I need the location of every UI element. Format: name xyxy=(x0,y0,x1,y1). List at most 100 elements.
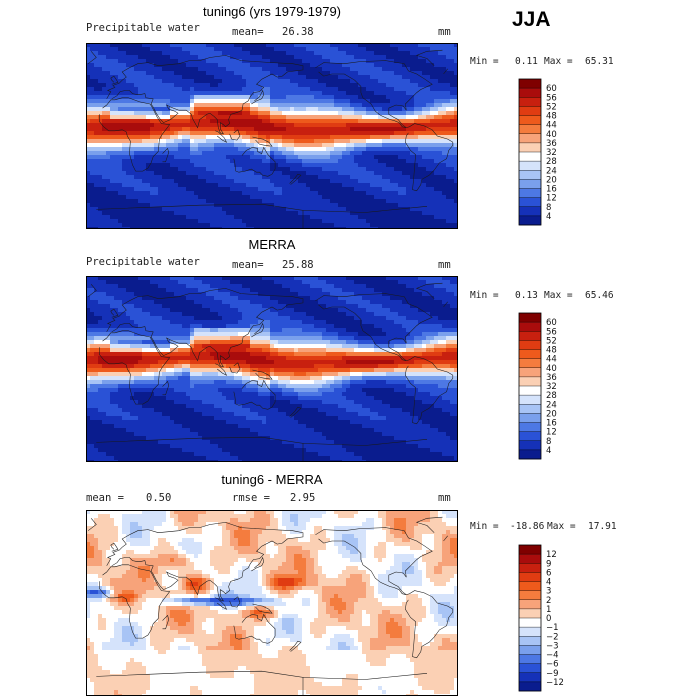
map-cell xyxy=(282,183,287,188)
map-cell xyxy=(438,203,443,208)
map-cell xyxy=(130,211,135,216)
map-cell xyxy=(182,155,187,160)
map-cell xyxy=(446,123,451,128)
map-cell xyxy=(250,91,255,96)
map-cell xyxy=(122,223,127,228)
map-cell xyxy=(198,47,203,52)
map-cell xyxy=(154,203,159,208)
map-cell xyxy=(290,43,295,48)
map-cell xyxy=(250,288,255,293)
map-cell xyxy=(266,163,271,168)
map-cell xyxy=(214,139,219,144)
map-cell xyxy=(394,47,399,52)
map-cell xyxy=(366,47,371,52)
map-cell xyxy=(358,119,363,124)
map-cell xyxy=(102,95,107,100)
map-cell xyxy=(258,75,263,80)
map-cell xyxy=(278,55,283,60)
map-cell xyxy=(366,107,371,112)
map-cell xyxy=(174,111,179,116)
map-cell xyxy=(102,179,107,184)
map-cell xyxy=(334,83,339,88)
map-cell xyxy=(394,155,399,160)
map-cell xyxy=(254,131,259,136)
map-cell xyxy=(98,111,103,116)
map-cell xyxy=(426,123,431,128)
map-cell xyxy=(130,119,135,124)
map-cell xyxy=(170,276,175,281)
map-cell xyxy=(186,159,191,164)
map-cell xyxy=(422,147,427,152)
map-cell xyxy=(122,215,127,220)
map-cell xyxy=(362,75,367,80)
map-cell xyxy=(290,163,295,168)
map-cell xyxy=(290,151,295,156)
map-cell xyxy=(114,280,119,285)
map-cell xyxy=(442,43,447,48)
map-cell xyxy=(338,151,343,156)
map-cell xyxy=(122,143,127,148)
map-cell xyxy=(190,51,195,56)
map-cell xyxy=(98,47,103,52)
map-cell xyxy=(146,55,151,60)
colorbar-swatch xyxy=(519,161,541,171)
map-cell xyxy=(242,171,247,176)
map-cell xyxy=(178,119,183,124)
map-cell xyxy=(102,59,107,64)
map-cell xyxy=(154,183,159,188)
map-cell xyxy=(286,43,291,48)
map-cell xyxy=(394,111,399,116)
map-cell xyxy=(230,103,235,108)
map-cell xyxy=(142,75,147,80)
map-cell xyxy=(442,123,447,128)
map-cell xyxy=(122,171,127,176)
map-cell xyxy=(290,139,295,144)
map-cell xyxy=(218,284,223,289)
map-cell xyxy=(390,284,395,289)
map-cell xyxy=(362,63,367,68)
map-cell xyxy=(358,223,363,228)
map-cell xyxy=(110,83,115,88)
map-cell xyxy=(250,167,255,172)
map-cell xyxy=(262,276,267,281)
map-cell xyxy=(406,191,411,196)
colorbar-tick-label: 20 xyxy=(546,175,557,185)
map-cell xyxy=(450,163,455,168)
map-cell xyxy=(170,296,175,301)
map-cell xyxy=(454,183,458,188)
map-cell xyxy=(298,211,303,216)
colorbar-tick-label: 16 xyxy=(546,185,557,195)
map-cell xyxy=(390,167,395,172)
map-cell xyxy=(86,143,91,148)
map-cell xyxy=(330,219,335,224)
map-cell xyxy=(202,135,207,140)
map-cell xyxy=(350,280,355,285)
map-cell xyxy=(314,99,319,104)
map-cell xyxy=(386,163,391,168)
map-cell xyxy=(142,215,147,220)
map-cell xyxy=(90,59,95,64)
map-cell xyxy=(154,155,159,160)
map-cell xyxy=(442,199,447,204)
map-cell xyxy=(382,55,387,60)
map-cell xyxy=(166,63,171,68)
map-cell xyxy=(142,171,147,176)
map-cell xyxy=(146,175,151,180)
map-cell xyxy=(274,159,279,164)
map-cell xyxy=(174,183,179,188)
map-cell xyxy=(178,191,183,196)
map-cell xyxy=(378,163,383,168)
map-cell xyxy=(274,131,279,136)
map-cell xyxy=(162,67,167,72)
map-cell xyxy=(450,280,455,285)
map-cell xyxy=(270,79,275,84)
map-cell xyxy=(226,280,231,285)
map-cell xyxy=(138,147,143,152)
map-cell xyxy=(270,288,275,293)
map-cell xyxy=(358,99,363,104)
map-cell xyxy=(86,151,91,156)
map-cell xyxy=(234,59,239,64)
map-cell xyxy=(254,179,259,184)
map-cell xyxy=(90,179,95,184)
map-cell xyxy=(294,51,299,56)
